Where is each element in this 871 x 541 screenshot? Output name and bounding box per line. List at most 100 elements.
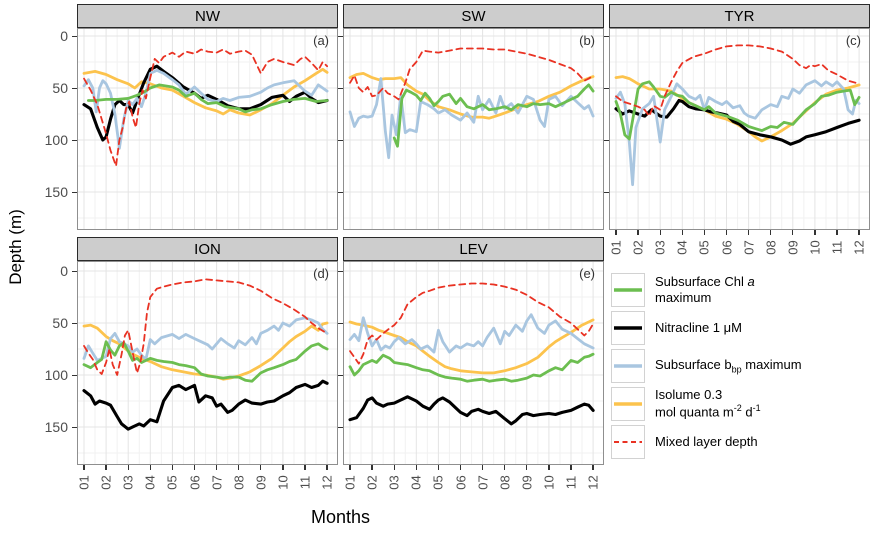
panel-chart-tyr <box>609 28 870 230</box>
x-tick-label: 04 <box>674 240 690 255</box>
y-axis-tick <box>604 139 609 141</box>
x-tick-label: 08 <box>497 475 513 490</box>
panel-nw: NW (a) <box>77 4 338 230</box>
legend-line-icon <box>614 441 642 443</box>
x-axis-tick <box>592 465 594 470</box>
x-axis-tick <box>481 465 484 470</box>
y-axis-tick <box>72 191 77 193</box>
legend-label-nitracline: Nitracline 1 μM <box>655 319 742 335</box>
x-axis-tick <box>703 230 706 235</box>
x-axis-tick <box>570 465 572 470</box>
y-tick-label: 150 <box>44 419 68 435</box>
y-axis-tick <box>72 87 77 89</box>
y-axis-tick <box>72 139 77 141</box>
series-line-isolume <box>348 318 595 375</box>
legend-label-mld: Mixed layer depth <box>655 433 758 449</box>
series-line-bbp <box>82 68 329 150</box>
panel-tag: (b) <box>579 33 595 48</box>
x-tick-label: 04 <box>142 475 158 490</box>
x-tick-label: 06 <box>453 475 468 490</box>
x-tick-label: 03 <box>386 475 402 490</box>
legend-key-bbp <box>611 349 645 383</box>
y-axis-tick <box>604 35 609 37</box>
panel-plot-lev: (e) <box>343 261 604 465</box>
x-axis-tick <box>659 230 661 235</box>
y-axis-tick <box>338 426 343 428</box>
legend-line-icon <box>614 364 642 368</box>
panel-plot-sw: (b) <box>343 28 604 230</box>
x-axis-tick <box>858 230 860 235</box>
x-tick-label: 05 <box>164 475 180 490</box>
panel-title: SW <box>461 7 486 25</box>
y-tick-label: 100 <box>44 132 68 148</box>
legend-line-icon <box>614 288 642 292</box>
x-tick-label: 07 <box>741 240 757 255</box>
series-line-scm <box>86 83 329 114</box>
x-tick-label: 07 <box>475 475 491 490</box>
y-axis-tick <box>338 139 343 141</box>
x-axis-tick <box>814 230 816 235</box>
y-axis-tick <box>72 270 77 272</box>
y-tick-label: 50 <box>52 315 68 331</box>
panel-chart-sw <box>343 28 604 230</box>
legend-item-mld: Mixed layer depth <box>611 424 869 460</box>
panel-strip-nw: NW <box>77 4 338 28</box>
x-axis-tick <box>637 230 639 235</box>
x-tick-label: 10 <box>807 240 823 255</box>
panel-sw: SW (b) <box>343 4 604 230</box>
y-tick-label: 150 <box>44 184 68 200</box>
x-axis-tick <box>371 465 373 470</box>
x-axis-tick <box>747 230 750 235</box>
x-tick-label: 08 <box>763 240 779 255</box>
legend-item-scm: Subsurface Chl a maximum <box>611 272 869 308</box>
x-axis-tick <box>615 230 617 235</box>
x-tick-label: 03 <box>652 240 668 255</box>
x-axis-tick <box>504 465 506 470</box>
y-axis-tick <box>604 191 609 193</box>
panel-strip-tyr: TYR <box>609 4 870 28</box>
y-axis-title: Depth (m) <box>6 209 25 285</box>
panel-chart-nw <box>77 28 338 230</box>
panel-tag: (d) <box>313 266 329 281</box>
x-tick-label: 09 <box>253 475 269 490</box>
panel-strip-lev: LEV <box>343 237 604 261</box>
y-tick-label: 0 <box>60 263 68 279</box>
x-axis-tick <box>282 465 284 470</box>
y-tick-label: 0 <box>60 28 68 44</box>
series-line-scm <box>392 83 595 148</box>
series-line-mld <box>83 278 329 376</box>
y-axis-tick <box>338 322 343 324</box>
series-line-nitracline <box>348 395 595 426</box>
x-tick-label: 05 <box>696 240 712 255</box>
x-axis-tick <box>770 230 772 235</box>
x-axis-tick <box>149 465 151 470</box>
x-axis-tick <box>127 465 129 470</box>
series-line-bbp <box>348 313 595 354</box>
x-axis-tick <box>526 465 528 470</box>
x-axis-tick <box>215 465 218 470</box>
y-tick-label: 50 <box>52 80 68 96</box>
x-axis-tick <box>459 465 462 470</box>
x-tick-label: 01 <box>76 475 92 490</box>
y-axis-tick <box>338 191 343 193</box>
panel-plot-tyr: (c) <box>609 28 870 230</box>
series-line-mld <box>615 44 861 117</box>
series-line-scm <box>82 340 329 383</box>
legend-item-isolume: Isolume 0.3 mol quanta m-2 d-1 <box>611 386 869 422</box>
legend-label-bbp: Subsurface bbp maximum <box>655 356 802 375</box>
panel-title: LEV <box>459 240 488 258</box>
x-tick-label: 12 <box>851 240 867 255</box>
series-line-nitracline <box>82 379 329 431</box>
x-axis-title: Months <box>310 507 371 527</box>
legend-line-icon <box>614 402 642 406</box>
y-axis-tick <box>72 426 77 428</box>
x-tick-label: 05 <box>430 475 446 490</box>
x-axis-tick <box>415 465 417 470</box>
series-line-bbp <box>348 77 595 160</box>
x-tick-label: 06 <box>719 240 734 255</box>
x-axis-tick <box>193 465 196 470</box>
y-axis-tick <box>604 87 609 89</box>
legend-item-nitracline: Nitracline 1 μM <box>611 310 869 346</box>
y-axis-tick <box>338 87 343 89</box>
legend-item-bbp: Subsurface bbp maximum <box>611 348 869 384</box>
